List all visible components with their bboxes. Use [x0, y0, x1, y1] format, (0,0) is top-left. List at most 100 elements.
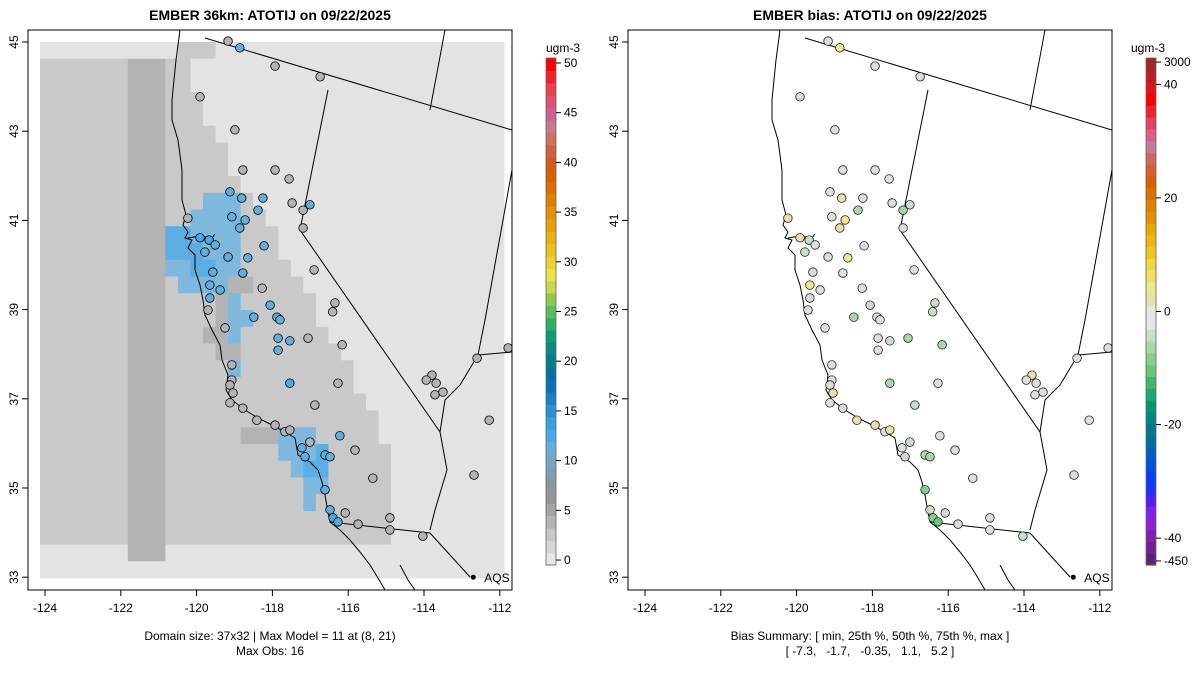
grid-cell-run [40, 92, 129, 110]
obs-site-point [200, 247, 210, 257]
obs-site-point [298, 223, 308, 233]
bias-site-point [870, 165, 880, 175]
colorbar-swatch [1146, 317, 1156, 330]
colorbar-swatch [1146, 175, 1156, 189]
colorbar-swatch [546, 107, 556, 121]
grid-cell-run [165, 226, 191, 244]
bias-site-point [803, 305, 813, 315]
grid-cell-run [165, 243, 204, 261]
colorbar-swatch [1146, 364, 1156, 377]
obs-site-point [249, 312, 259, 322]
colorbar-tick-label: 0 [1164, 305, 1171, 319]
colorbar-swatch [1146, 423, 1156, 436]
obs-site-point [205, 293, 215, 303]
grid-cell-run [240, 176, 505, 194]
obs-site-point [183, 213, 193, 223]
grid-cell-run [315, 310, 505, 328]
obs-site-point [243, 253, 253, 263]
grid-cell-run [127, 176, 166, 194]
bias-site-point [805, 293, 815, 303]
bias-site-point [838, 165, 848, 175]
grid-cell-run [40, 326, 129, 344]
grid-cell-run [127, 477, 166, 495]
obs-site-point [327, 307, 338, 317]
boundary-line [429, 30, 446, 111]
bias-site-point [915, 72, 925, 82]
bias-site-point [825, 187, 835, 197]
bias-site-point [840, 215, 850, 225]
bias-site-point [853, 205, 863, 215]
bias-site-point [825, 398, 835, 408]
grid-cell-run [240, 360, 355, 378]
x-tick-label: -118 [261, 601, 284, 615]
obs-site-point [210, 240, 220, 250]
obs-site-point [421, 375, 431, 385]
grid-cell-run [40, 42, 179, 60]
colorbar-swatch [1146, 376, 1156, 389]
colorbar-tick-label: 15 [564, 404, 578, 418]
obs-site-point [195, 233, 205, 243]
colorbar-swatch [1146, 411, 1156, 425]
obs-site-point [273, 333, 283, 343]
bias-points [783, 36, 1112, 541]
grid-cell-run [127, 226, 166, 244]
obs-site-point [223, 252, 233, 262]
grid-cell-run [127, 310, 166, 328]
left-colorbar: ugm-3 0 5 10 15 20 25 30 35 40 45 50 [545, 41, 580, 567]
bias-site-point [897, 443, 907, 453]
obs-site-point [337, 340, 347, 350]
grid-cell-run [215, 42, 505, 60]
obs-site-point [303, 333, 313, 343]
grid-cell-run [315, 494, 392, 512]
grid-cell-run [228, 310, 254, 328]
grid-cell-run [165, 410, 380, 428]
bias-site-point [859, 241, 869, 251]
grid-cell-run [253, 192, 505, 210]
grid-cell-run [290, 259, 505, 277]
grid-cell-run [40, 293, 129, 311]
bias-site-point [837, 193, 847, 203]
grid-cell-run [315, 293, 505, 311]
bias-site-point [825, 380, 835, 390]
colorbar-swatch [546, 428, 556, 442]
x-tick-label: -116 [337, 601, 360, 615]
obs-site-point [208, 267, 218, 277]
bias-site-point [898, 223, 908, 233]
obs-site-point [265, 300, 275, 310]
bias-site-point [885, 425, 895, 435]
grid-cell-run [215, 343, 242, 361]
grid-cell-run [127, 243, 166, 261]
colorbar-swatch [1146, 270, 1156, 283]
obs-site-point [204, 235, 214, 245]
colorbar-swatch [1146, 69, 1156, 83]
obs-site-point [230, 125, 240, 135]
grid-cell-run [165, 276, 179, 294]
colorbar-tick-label: -40 [1164, 531, 1182, 545]
bias-site-point [823, 252, 833, 262]
colorbar-swatch [1146, 211, 1156, 224]
colorbar-swatch [546, 503, 556, 517]
obs-site-point [275, 315, 285, 325]
grid-cell-run [127, 360, 166, 378]
grid-cell-run [40, 109, 129, 127]
bias-site-point [808, 267, 818, 277]
obs-site-point [438, 387, 448, 397]
grid-cell-run [127, 259, 166, 277]
y-tick-label: 37 [7, 392, 21, 406]
bias-site-point [884, 174, 894, 184]
colorbar-tick-label: 3000 [1164, 55, 1191, 69]
aqs-legend-label: AQS [484, 571, 509, 585]
obs-site-point [472, 353, 482, 363]
x-tick-label: -120 [785, 601, 809, 615]
obs-site-point [227, 212, 237, 222]
grid-cell-run [127, 209, 166, 227]
grid-cell-run [40, 427, 129, 445]
colorbar-swatch [1146, 470, 1156, 484]
bias-site-point [875, 315, 885, 325]
bias-site-point [873, 333, 883, 343]
obs-site-point [333, 378, 343, 388]
bias-site-point [1103, 343, 1112, 353]
grid-cell-run [391, 494, 505, 512]
colorbar-unit: ugm-3 [546, 41, 580, 55]
bias-site-point [815, 285, 825, 295]
